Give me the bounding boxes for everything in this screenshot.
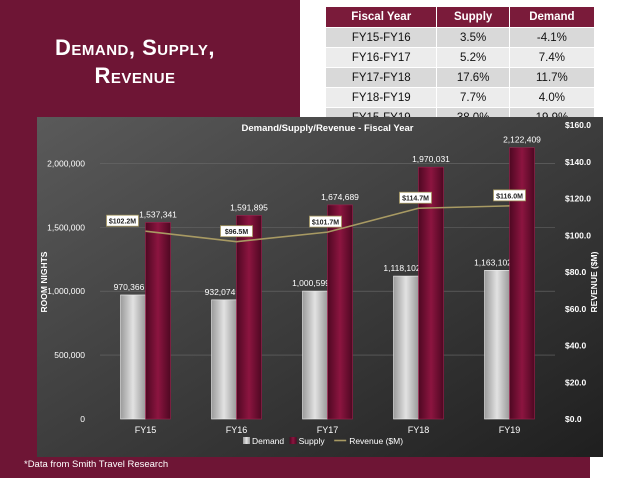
slide-title-line-1: Demand, Supply, [54,35,216,60]
combo-chart: Demand/Supply/Revenue - Fiscal Year 0 500,… [37,117,603,457]
y2-tick-label: $140.0 [565,157,591,167]
cell-supply: 17.6% [436,67,510,88]
revenue-label-box [399,191,432,204]
header-supply: Supply [436,7,510,28]
supply-data-label: 1,591,895 [230,203,268,213]
cell-fiscal-year: FY18-FY19 [326,87,438,108]
table-row: FY16-FY17 5.2% 7.4% [326,47,596,68]
cell-fiscal-year: FY16-FY17 [326,47,438,68]
revenue-data-label: $96.5M [225,229,249,236]
y-axis-title: ROOM NIGHTS [39,251,49,312]
legend-swatch [289,437,297,444]
supply-bar [236,215,262,420]
demand-data-label: 1,118,102 [383,263,420,273]
demand-data-label: 1,163,102 [474,257,512,267]
cell-fiscal-year: FY17-FY18 [326,67,438,88]
y2-tick-label: $160.0 [565,120,591,130]
y2-tick-label: $60.0 [565,304,587,314]
growth-table: Fiscal Year Supply Demand FY15-FY16 3.5%… [326,7,596,127]
revenue-label-box [493,189,526,202]
y2-tick-label: $80.0 [565,267,587,277]
y2-axis-title: REVENUE ($M) [589,251,599,312]
supply-bar [418,166,444,420]
demand-bar [302,290,328,420]
y2-tick-label: $20.0 [565,377,587,387]
cell-demand: 11.7% [509,67,596,88]
cell-demand: 7.4% [509,47,596,68]
demand-data-label: 970,366 [114,282,145,292]
header-fiscal-year: Fiscal Year [326,7,438,28]
footnote: *Data from Smith Travel Research [24,459,169,470]
cell-fiscal-year: FY15-FY16 [326,27,438,48]
legend-label: Supply [299,436,326,446]
demand-bar [393,275,419,420]
x-tick-label: FY17 [317,425,339,435]
revenue-data-label: $116.0M [496,193,523,200]
cell-supply: 3.5% [436,27,510,48]
supply-bar [509,147,535,420]
legend-label: Demand [252,436,284,446]
x-tick-label: FY18 [408,425,430,435]
y2-tick-label: $100.0 [565,230,591,240]
demand-data-label: 1,000,599 [292,278,330,288]
supply-bar [327,204,353,420]
y-tick-label: 500,000 [54,350,85,360]
demand-bar [484,270,510,420]
supply-data-label: 1,674,689 [321,192,359,202]
cell-supply: 5.2% [436,47,510,68]
supply-data-label: 2,122,409 [503,135,541,145]
revenue-line [145,205,510,243]
header-demand: Demand [509,7,596,28]
revenue-label-box [309,215,342,228]
demand-bar [120,294,146,420]
x-tick-label: FY16 [226,425,248,435]
x-tick-label: FY19 [499,425,521,435]
demand-data-label: 932,074 [205,287,236,297]
table-row: FY17-FY18 17.6% 11.7% [326,67,596,88]
y-tick-label: 1,000,000 [47,286,85,296]
demand-bar [211,299,237,420]
slide-title-line-2: Revenue [94,63,176,88]
supply-bar [145,222,171,420]
x-tick-label: FY15 [135,425,157,435]
cell-demand: 4.0% [509,87,596,108]
supply-data-label: 1,970,031 [412,154,450,164]
growth-table-header: Fiscal Year Supply Demand [326,7,596,28]
revenue-data-label: $114.7M [402,196,429,203]
legend-swatch [243,437,250,444]
y2-tick-label: $40.0 [565,341,587,351]
table-row: FY18-FY19 7.7% 4.0% [326,87,596,108]
supply-data-label: 1,537,341 [139,209,177,219]
y2-tick-label: $120.0 [565,194,591,204]
table-row: FY15-FY16 3.5% -4.1% [326,27,596,48]
y2-tick-label: $0.0 [565,414,582,424]
chart-title: Demand/Supply/Revenue - Fiscal Year [242,123,414,134]
y-tick-label: 1,500,000 [47,222,85,232]
slide-title: Demand, Supply, Revenue [22,34,248,90]
y-tick-label: 2,000,000 [47,158,85,168]
revenue-data-label: $102.2M [109,219,136,226]
legend-label: Revenue ($M) [349,436,403,446]
revenue-data-label: $101.7M [312,220,339,227]
cell-demand: -4.1% [509,27,596,48]
cell-supply: 7.7% [436,87,510,108]
y-tick-label: 0 [80,414,85,424]
revenue-label-box [220,225,253,238]
revenue-label-box [106,214,139,227]
